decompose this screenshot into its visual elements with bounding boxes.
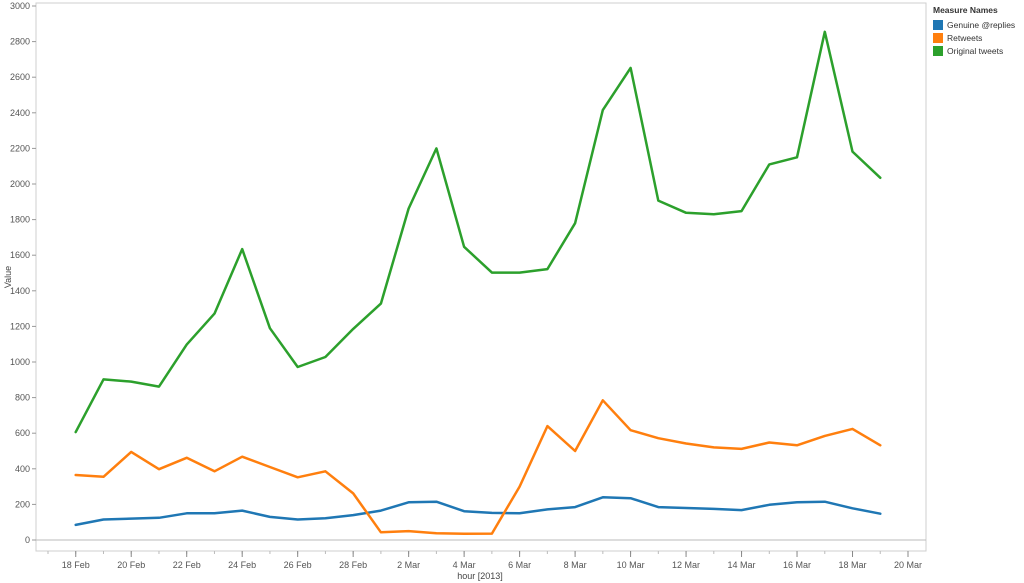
x-tick-label: 8 Mar bbox=[564, 560, 587, 570]
plot-frame bbox=[35, 2, 927, 552]
legend-label: Original tweets bbox=[947, 45, 1004, 56]
series-line-original-tweets bbox=[74, 30, 882, 434]
x-tick-label: 6 Mar bbox=[508, 560, 531, 570]
x-tick-label: 20 Feb bbox=[117, 560, 145, 570]
legend-swatch-retweets bbox=[933, 32, 943, 43]
x-tick-label: 12 Mar bbox=[672, 560, 700, 570]
legend-label: Genuine @replies bbox=[947, 19, 1016, 30]
legend: Measure Names Genuine @replies Retweets … bbox=[933, 5, 1021, 57]
y-axis: 0 200 400 600 800 1000 1200 1400 1600 1800 2000 220… bbox=[10, 1, 36, 545]
y-tick-label: 800 bbox=[15, 393, 30, 403]
x-tick-label: 18 Mar bbox=[839, 560, 867, 570]
legend-swatch-original-tweets bbox=[933, 45, 943, 56]
y-tick-label: 2400 bbox=[10, 108, 30, 118]
legend-swatch-genuine-replies bbox=[933, 19, 943, 30]
x-tick-label: 24 Feb bbox=[228, 560, 256, 570]
x-tick-label: 20 Mar bbox=[894, 560, 922, 570]
y-tick-label: 3000 bbox=[10, 1, 30, 11]
series-line-retweets bbox=[74, 399, 882, 536]
y-axis-title: Value bbox=[3, 266, 13, 288]
legend-item-genuine-replies[interactable]: Genuine @replies bbox=[933, 18, 1021, 31]
x-tick-label: 2 Mar bbox=[397, 560, 420, 570]
legend-item-original-tweets[interactable]: Original tweets bbox=[933, 44, 1021, 57]
x-tick-label: 10 Mar bbox=[617, 560, 645, 570]
legend-title: Measure Names bbox=[933, 5, 998, 15]
y-tick-label: 1800 bbox=[10, 215, 30, 225]
y-tick-label: 2800 bbox=[10, 37, 30, 47]
x-tick-label: 26 Feb bbox=[284, 560, 312, 570]
y-tick-label: 400 bbox=[15, 464, 30, 474]
y-tick-label: 1200 bbox=[10, 321, 30, 331]
y-tick-label: 2200 bbox=[10, 143, 30, 153]
x-tick-label: 16 Mar bbox=[783, 560, 811, 570]
y-tick-label: 1000 bbox=[10, 357, 30, 367]
x-tick-label: 14 Mar bbox=[728, 560, 756, 570]
y-tick-label: 2000 bbox=[10, 179, 30, 189]
series-lines bbox=[74, 30, 882, 536]
x-axis: 18 Feb 20 Feb 22 Feb 24 Feb 26 Feb 28 Feb 2 Ma… bbox=[47, 551, 922, 570]
x-tick-label: 22 Feb bbox=[173, 560, 201, 570]
y-tick-label: 1600 bbox=[10, 250, 30, 260]
x-tick-label: 4 Mar bbox=[453, 560, 476, 570]
y-tick-label: 200 bbox=[15, 499, 30, 509]
x-tick-label: 28 Feb bbox=[339, 560, 367, 570]
y-tick-label: 0 bbox=[25, 535, 30, 545]
x-tick-label: 18 Feb bbox=[62, 560, 90, 570]
y-tick-label: 600 bbox=[15, 428, 30, 438]
y-tick-label: 2600 bbox=[10, 72, 30, 82]
y-tick-label: 1400 bbox=[10, 286, 30, 296]
series-line-genuine-replies bbox=[74, 496, 882, 527]
legend-label: Retweets bbox=[947, 32, 983, 43]
x-axis-title: hour [2013] bbox=[457, 571, 503, 581]
legend-item-retweets[interactable]: Retweets bbox=[933, 31, 1021, 44]
